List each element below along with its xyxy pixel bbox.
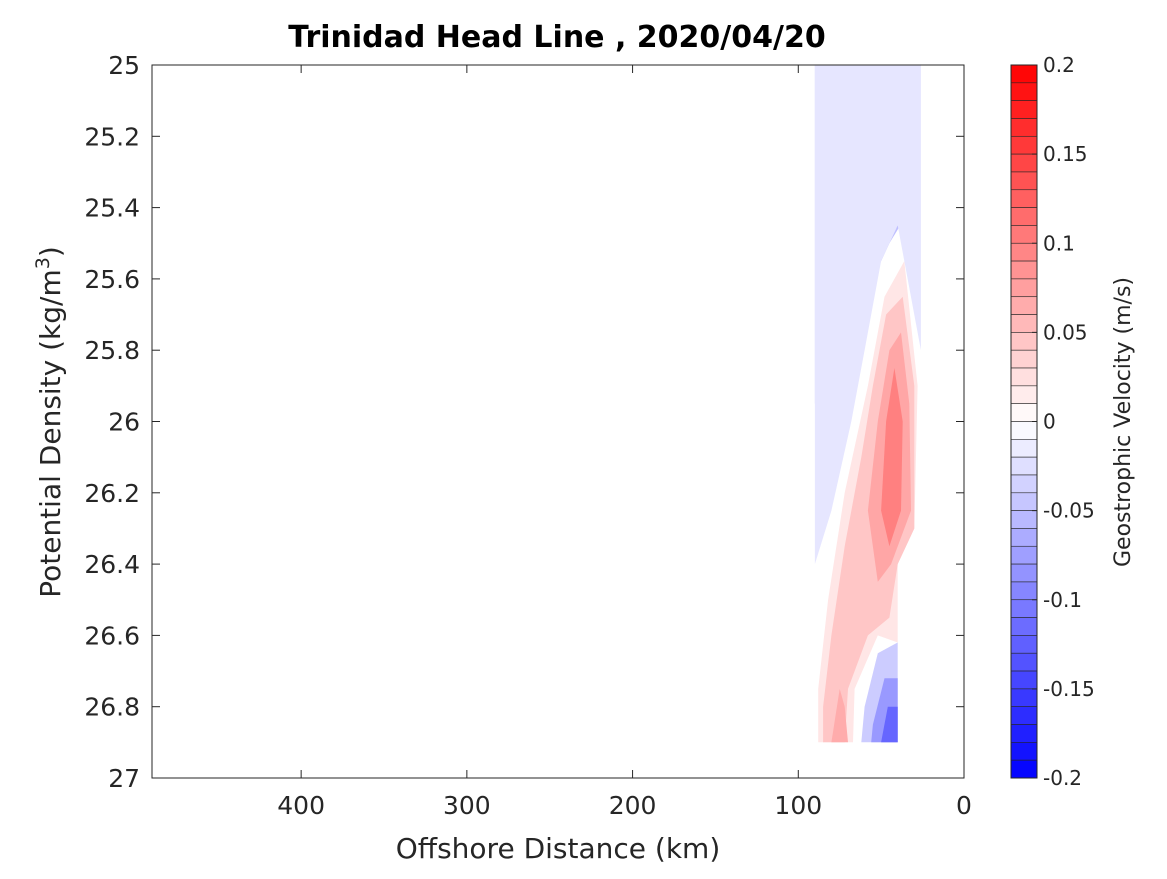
colorbar-level [1010, 207, 1038, 226]
contour-region-southward-flow-weak [814, 65, 921, 565]
colorbar-level [1010, 563, 1038, 583]
colorbar: 0.2 0.15 0.1 0.05 0 -0.05 -0.1 -0.15 -0.2 [1010, 53, 1095, 790]
colorbar-level [1010, 742, 1038, 761]
colorbar-tick-label: 0 [1043, 410, 1056, 434]
contour-region-northward-bottom [831, 688, 848, 743]
contour-fill-layer [814, 65, 921, 743]
colorbar-tick-label: -0.2 [1043, 766, 1082, 790]
contour-region-bottom-southward-core [881, 706, 898, 743]
x-tick-label: 200 [609, 791, 657, 820]
y-tick-label: 26.2 [84, 479, 140, 508]
colorbar-level [1010, 367, 1038, 387]
y-tick-label: 26.4 [84, 550, 140, 579]
colorbar-level [1010, 492, 1038, 511]
x-axis: 400 300 200 100 0 [277, 65, 972, 820]
colorbar-level [1010, 296, 1038, 315]
colorbar-level [1010, 652, 1038, 672]
colorbar-level [1010, 136, 1038, 155]
x-tick-label: 400 [277, 791, 325, 820]
colorbar-level [1010, 153, 1038, 173]
colorbar-level [1010, 439, 1038, 458]
colorbar-level [1010, 349, 1038, 369]
y-axis-label-superscript: 3 [32, 257, 54, 269]
colorbar-level [1010, 510, 1038, 529]
colorbar-level [1010, 314, 1038, 333]
colorbar-tick-label: -0.1 [1043, 588, 1082, 612]
colorbar-level [1010, 260, 1038, 280]
colorbar-level [1010, 403, 1038, 422]
colorbar-tick-label: 0.05 [1043, 320, 1088, 344]
colorbar-level [1010, 278, 1038, 298]
colorbar-level [1010, 706, 1038, 725]
y-axis-label-tail: ) [34, 246, 67, 257]
y-tick-label: 26 [108, 408, 140, 437]
colorbar-level [1010, 759, 1038, 779]
colorbar-tick-label: -0.15 [1043, 677, 1095, 701]
colorbar-level [1010, 421, 1038, 440]
colorbar-level [1010, 332, 1038, 351]
colorbar-level [1010, 545, 1038, 565]
y-tick-label: 26.8 [84, 693, 140, 722]
x-tick-label: 300 [443, 791, 491, 820]
colorbar-label: Geostrophic Velocity (m/s) [1111, 277, 1136, 567]
colorbar-level [1010, 242, 1038, 262]
colorbar-level [1010, 599, 1038, 618]
colorbar-tick-label: 0.2 [1043, 53, 1075, 77]
colorbar-level [1010, 82, 1038, 101]
colorbar-level [1010, 171, 1038, 191]
y-tick-label: 25 [108, 51, 140, 80]
colorbar-level [1010, 225, 1038, 244]
y-tick-label: 25.4 [84, 194, 140, 223]
colorbar-level [1010, 100, 1038, 119]
colorbar-level [1010, 688, 1038, 708]
y-tick-label: 25.8 [84, 336, 140, 365]
colorbar-level [1010, 670, 1038, 690]
y-axis: 25 25.2 25.4 25.6 25.8 26 26.2 26.4 26.6 26.8 27 [84, 51, 964, 793]
colorbar-level [1010, 64, 1038, 84]
y-tick-label: 27 [108, 764, 140, 793]
y-axis-label-main: Potential Density (kg/m [34, 269, 67, 598]
colorbar-tick-label: 0.15 [1043, 142, 1088, 166]
colorbar-level [1010, 385, 1038, 404]
chart-title: Trinidad Head Line , 2020/04/20 [288, 20, 825, 55]
x-axis-label: Offshore Distance (km) [396, 832, 721, 865]
colorbar-level [1010, 474, 1038, 494]
colorbar-tick-label: 0.1 [1043, 231, 1075, 255]
colorbar-level [1010, 118, 1038, 137]
colorbar-level [1010, 724, 1038, 743]
colorbar-level [1010, 189, 1038, 208]
contour-region-northward-core-inner [881, 368, 903, 547]
colorbar-tick-label: -0.05 [1043, 499, 1095, 523]
x-tick-label: 100 [774, 791, 822, 820]
colorbar-level [1010, 635, 1038, 654]
colorbar-level [1010, 581, 1038, 601]
x-tick-label: 0 [956, 791, 972, 820]
y-axis-label: Potential Density (kg/m3) [32, 246, 67, 598]
colorbar-level [1010, 456, 1038, 476]
colorbar-level [1010, 617, 1038, 636]
y-tick-label: 25.2 [84, 122, 140, 151]
colorbar-level [1010, 528, 1038, 547]
y-tick-label: 25.6 [84, 265, 140, 294]
y-tick-label: 26.6 [84, 621, 140, 650]
